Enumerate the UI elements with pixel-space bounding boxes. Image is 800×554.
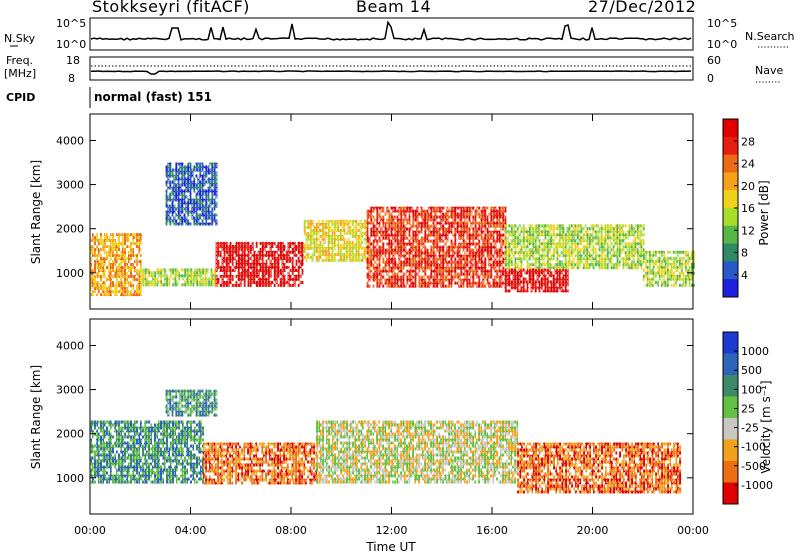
echo-cell bbox=[692, 250, 695, 254]
colorbar-swatch bbox=[723, 261, 738, 280]
colorbar-swatch bbox=[723, 225, 738, 245]
echo-cell bbox=[692, 262, 695, 266]
colorbar-swatch bbox=[723, 154, 738, 173]
freq-ytick-top: 18 bbox=[66, 54, 80, 67]
freq-unit-label: [MHz] bbox=[4, 67, 36, 80]
echo-cell bbox=[692, 253, 695, 257]
colorbar-tick-label: 20 bbox=[741, 180, 755, 193]
colorbar-swatch bbox=[723, 279, 738, 298]
colorbar-swatch bbox=[723, 243, 738, 262]
echo-cell bbox=[692, 265, 695, 269]
colorbar-tick-label: 24 bbox=[741, 158, 755, 171]
colorbar-swatch bbox=[723, 119, 738, 138]
cpid-row: CPID bbox=[6, 87, 91, 108]
echo-cell bbox=[692, 256, 695, 260]
echo-cell bbox=[692, 271, 695, 275]
colorbar-swatch bbox=[723, 208, 738, 227]
power-colorbar: 4 8 12 16 20 24 28 bbox=[722, 118, 755, 298]
colorbar-tick-label: 16 bbox=[741, 202, 755, 215]
freq-panel: Freq. [MHz] 18 8 60 0 Nave bbox=[4, 54, 783, 85]
colorbar-tick-label: 28 bbox=[741, 135, 755, 148]
colorbar-tick-label: 4 bbox=[741, 269, 748, 282]
colorbar-tick-label: 12 bbox=[741, 224, 755, 237]
nsearch-label: N.Search bbox=[745, 30, 795, 43]
freq-ytick-bottom: 8 bbox=[68, 72, 75, 85]
echo-cell bbox=[692, 259, 695, 263]
nsky-ytick-top: 10^5 bbox=[56, 17, 86, 30]
echo-cell bbox=[692, 283, 695, 287]
nave-ytick-bottom: 0 bbox=[707, 72, 714, 85]
nsearch-ytick-top: 10^5 bbox=[707, 17, 737, 30]
power-ylabel: Slant Range [km] bbox=[29, 160, 43, 264]
ytick-label: 2000 bbox=[56, 223, 84, 236]
colorbar-tick-label: 8 bbox=[741, 247, 748, 260]
nsky-ytick-bottom: 10^0 bbox=[56, 38, 86, 51]
ytick-label: 1000 bbox=[56, 267, 84, 280]
freq-label: Freq. bbox=[6, 54, 33, 67]
power-speckle-overlay bbox=[90, 114, 693, 309]
nave-label: Nave bbox=[755, 64, 783, 77]
ytick-label: 3000 bbox=[56, 179, 84, 192]
power-yaxis: 1000 2000 3000 4000 bbox=[56, 134, 693, 280]
power-panel: 1000 2000 3000 4000 Slant Range [km] 4 8 12 16… bbox=[29, 113, 771, 310]
colorbar-swatch bbox=[723, 172, 738, 191]
nsky-frame bbox=[89, 17, 694, 51]
freq-frame bbox=[89, 56, 694, 81]
nave-ytick-top: 60 bbox=[707, 54, 721, 67]
nsky-panel: N.Sky 10^5 10^0 10^5 10^0 N.Search bbox=[4, 17, 795, 51]
nsearch-ytick-bottom: 10^0 bbox=[707, 38, 737, 51]
cpid-label: CPID bbox=[6, 91, 35, 104]
power-colorbar-label: Power [dB] bbox=[757, 180, 771, 245]
freq-trace bbox=[91, 70, 692, 75]
colorbar-swatch bbox=[723, 190, 738, 209]
nsky-trace bbox=[90, 20, 692, 41]
nsky-label: N.Sky bbox=[4, 32, 36, 45]
power-xaxis-ticks bbox=[89, 114, 694, 309]
colorbar-swatch bbox=[723, 136, 738, 156]
ytick-label: 4000 bbox=[56, 134, 84, 147]
